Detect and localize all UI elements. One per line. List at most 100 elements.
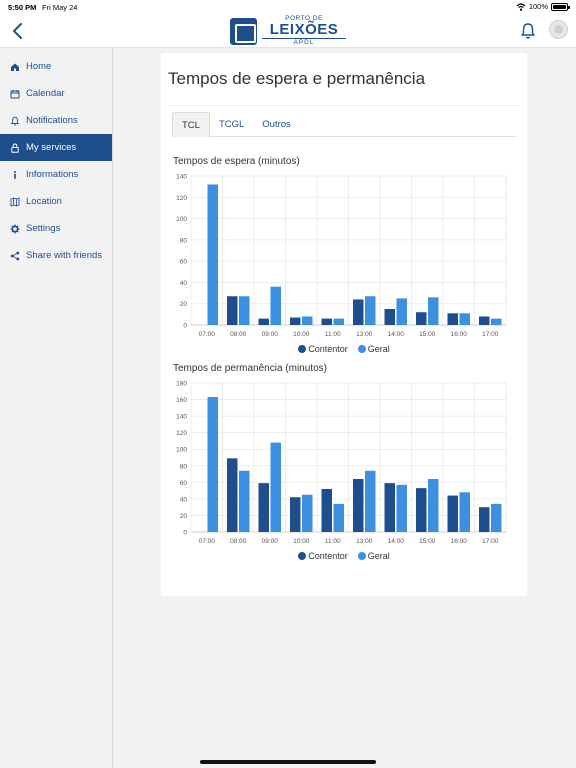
bar-geral-1700[interactable] xyxy=(491,318,502,325)
y-tick-label: 20 xyxy=(180,513,188,520)
y-tick-label: 0 xyxy=(183,323,187,330)
bar-contentor-0800[interactable] xyxy=(227,296,238,325)
sidebar-list: Home Calendar Notifications My services Info… xyxy=(0,53,112,269)
legend-item-geral[interactable]: Geral xyxy=(357,344,390,354)
bar-contentor-1000[interactable] xyxy=(290,497,301,532)
bar-geral-1300[interactable] xyxy=(365,470,376,532)
sidebar-item-location[interactable]: Location xyxy=(0,188,112,215)
bar-geral-1100[interactable] xyxy=(333,318,345,325)
bar-contentor-1100[interactable] xyxy=(321,318,333,325)
y-tick-label: 120 xyxy=(176,430,187,437)
bar-contentor-1700[interactable] xyxy=(479,316,490,325)
y-tick-label: 120 xyxy=(176,195,187,202)
page-title: Tempos de espera e permanência xyxy=(168,69,426,88)
bar-contentor-1300[interactable] xyxy=(353,299,364,325)
sidebar-item-label: Settings xyxy=(26,223,61,234)
status-date: Fri May 24 xyxy=(42,3,78,12)
bar-geral-0900[interactable] xyxy=(270,442,282,532)
bar-contentor-1600[interactable] xyxy=(447,313,459,325)
legend-item-geral[interactable]: Geral xyxy=(357,551,390,561)
x-tick-label: 10:00 xyxy=(293,538,310,545)
bar-contentor-1300[interactable] xyxy=(353,479,364,532)
y-tick-label: 60 xyxy=(180,259,188,266)
tab-outros[interactable]: Outros xyxy=(262,119,291,130)
chart-title-permanencia: Tempos de permanência (minutos) xyxy=(173,363,327,374)
bar-geral-1300[interactable] xyxy=(365,296,376,325)
bar-geral-1400[interactable] xyxy=(396,298,408,325)
tab-tcl[interactable]: TCL xyxy=(172,112,210,137)
logo-mark-icon xyxy=(230,17,257,45)
sidebar-item-label: Home xyxy=(26,61,52,72)
bar-contentor-1500[interactable] xyxy=(416,488,427,532)
bar-contentor-0900[interactable] xyxy=(258,483,270,532)
bar-contentor-1600[interactable] xyxy=(447,495,459,532)
x-tick-label: 15:00 xyxy=(419,331,436,338)
sidebar-item-label: Location xyxy=(26,196,62,207)
lock-icon xyxy=(11,142,19,153)
y-tick-label: 60 xyxy=(180,480,188,487)
sidebar-item-home[interactable]: Home xyxy=(0,53,112,80)
logo-line1: PORTO DE xyxy=(285,14,323,22)
back-icon[interactable] xyxy=(10,22,26,40)
sidebar-item-notifications[interactable]: Notifications xyxy=(0,107,112,134)
legend-permanencia: Contentor Geral xyxy=(161,551,527,561)
status-time: 5:50 PM xyxy=(8,3,37,12)
bar-geral-1600[interactable] xyxy=(459,313,471,325)
sidebar-item-informations[interactable]: Informations xyxy=(0,161,112,188)
bar-contentor-0900[interactable] xyxy=(258,318,270,325)
chart-title-espera: Tempos de espera (minutos) xyxy=(173,156,300,167)
legend-item-contentor[interactable]: Contentor xyxy=(298,551,348,561)
bar-contentor-1000[interactable] xyxy=(290,317,301,325)
y-tick-label: 40 xyxy=(180,496,188,503)
x-tick-label: 17:00 xyxy=(482,538,499,545)
legend-label: Geral xyxy=(367,551,390,561)
legend-item-contentor[interactable]: Contentor xyxy=(298,344,348,354)
bar-geral-1500[interactable] xyxy=(428,479,439,532)
y-tick-label: 140 xyxy=(176,414,187,421)
x-tick-label: 14:00 xyxy=(388,331,405,338)
sidebar-item-calendar[interactable]: Calendar xyxy=(0,80,112,107)
bar-geral-0700[interactable] xyxy=(207,184,219,325)
share-icon xyxy=(10,251,20,260)
bar-contentor-1400[interactable] xyxy=(384,309,396,325)
x-tick-label: 07:00 xyxy=(199,331,216,338)
sidebar-item-my-services[interactable]: My services xyxy=(0,134,112,161)
x-tick-label: 13:00 xyxy=(356,331,373,338)
bar-geral-0700[interactable] xyxy=(207,397,219,532)
bar-geral-0800[interactable] xyxy=(239,296,250,325)
bar-contentor-1400[interactable] xyxy=(384,483,396,532)
legend-swatch xyxy=(298,345,307,353)
sidebar-item-settings[interactable]: Settings xyxy=(0,215,112,242)
title-divider xyxy=(168,105,520,106)
logo-line3: APDL xyxy=(262,38,346,47)
y-tick-label: 100 xyxy=(176,216,187,223)
bar-geral-1600[interactable] xyxy=(459,492,471,532)
y-tick-label: 0 xyxy=(183,530,187,537)
bar-contentor-1500[interactable] xyxy=(416,312,427,325)
user-avatar[interactable] xyxy=(549,20,568,39)
x-tick-label: 09:00 xyxy=(262,538,279,545)
bar-geral-1400[interactable] xyxy=(396,484,408,532)
y-tick-label: 100 xyxy=(176,447,187,454)
sidebar-item-share-with-friends[interactable]: Share with friends xyxy=(0,242,112,269)
bar-geral-1000[interactable] xyxy=(302,316,313,325)
sidebar-item-label: Notifications xyxy=(26,115,78,126)
legend-espera: Contentor Geral xyxy=(161,344,527,354)
bar-geral-0800[interactable] xyxy=(239,470,250,532)
home-indicator xyxy=(200,760,376,764)
notification-bell-icon[interactable] xyxy=(519,22,537,40)
x-tick-label: 17:00 xyxy=(482,331,499,338)
tab-tcgl[interactable]: TCGL xyxy=(218,119,245,130)
legend-swatch xyxy=(357,552,366,560)
chart-espera: 0 20 40 60 80 100 120 140 07:00 08:00 09:00 10:00 11… xyxy=(176,174,507,338)
bar-geral-0900[interactable] xyxy=(270,286,282,325)
bar-contentor-0800[interactable] xyxy=(227,458,238,532)
home-icon xyxy=(11,63,19,71)
bar-geral-1500[interactable] xyxy=(428,297,439,325)
bar-geral-1000[interactable] xyxy=(302,494,313,532)
bar-geral-1700[interactable] xyxy=(491,503,502,532)
bar-contentor-1700[interactable] xyxy=(479,507,490,532)
x-tick-label: 11:00 xyxy=(325,331,341,338)
bar-contentor-1100[interactable] xyxy=(321,488,333,532)
bar-geral-1100[interactable] xyxy=(333,503,345,532)
